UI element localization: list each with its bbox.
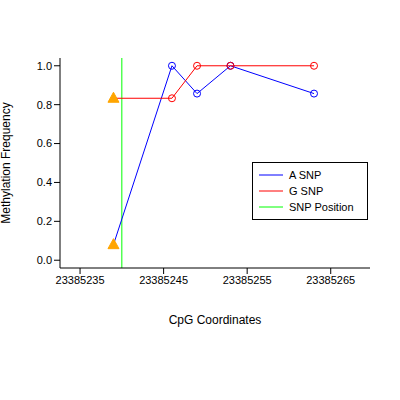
html-text:SNP Position: SNP Position: [289, 201, 354, 213]
svg-text:0.6: 0.6: [37, 137, 52, 149]
svg-text:0.8: 0.8: [37, 99, 52, 111]
svg-text:0.2: 0.2: [37, 215, 52, 227]
html-text:A SNP: A SNP: [289, 169, 322, 181]
svg-text:0.4: 0.4: [37, 176, 52, 188]
svg-text:1.0: 1.0: [37, 60, 52, 72]
svg-text:Methylation Frequency: Methylation Frequency: [8, 102, 13, 223]
svg-text:CpG Coordinates: CpG Coordinates: [169, 313, 262, 327]
svg-text:0.0: 0.0: [37, 254, 52, 266]
svg-text:23385245: 23385245: [139, 274, 188, 286]
html-text:G SNP: G SNP: [289, 185, 324, 197]
svg-text:23385255: 23385255: [223, 274, 272, 286]
svg-text:23385235: 23385235: [56, 274, 105, 286]
svg-text:23385265: 23385265: [306, 274, 355, 286]
